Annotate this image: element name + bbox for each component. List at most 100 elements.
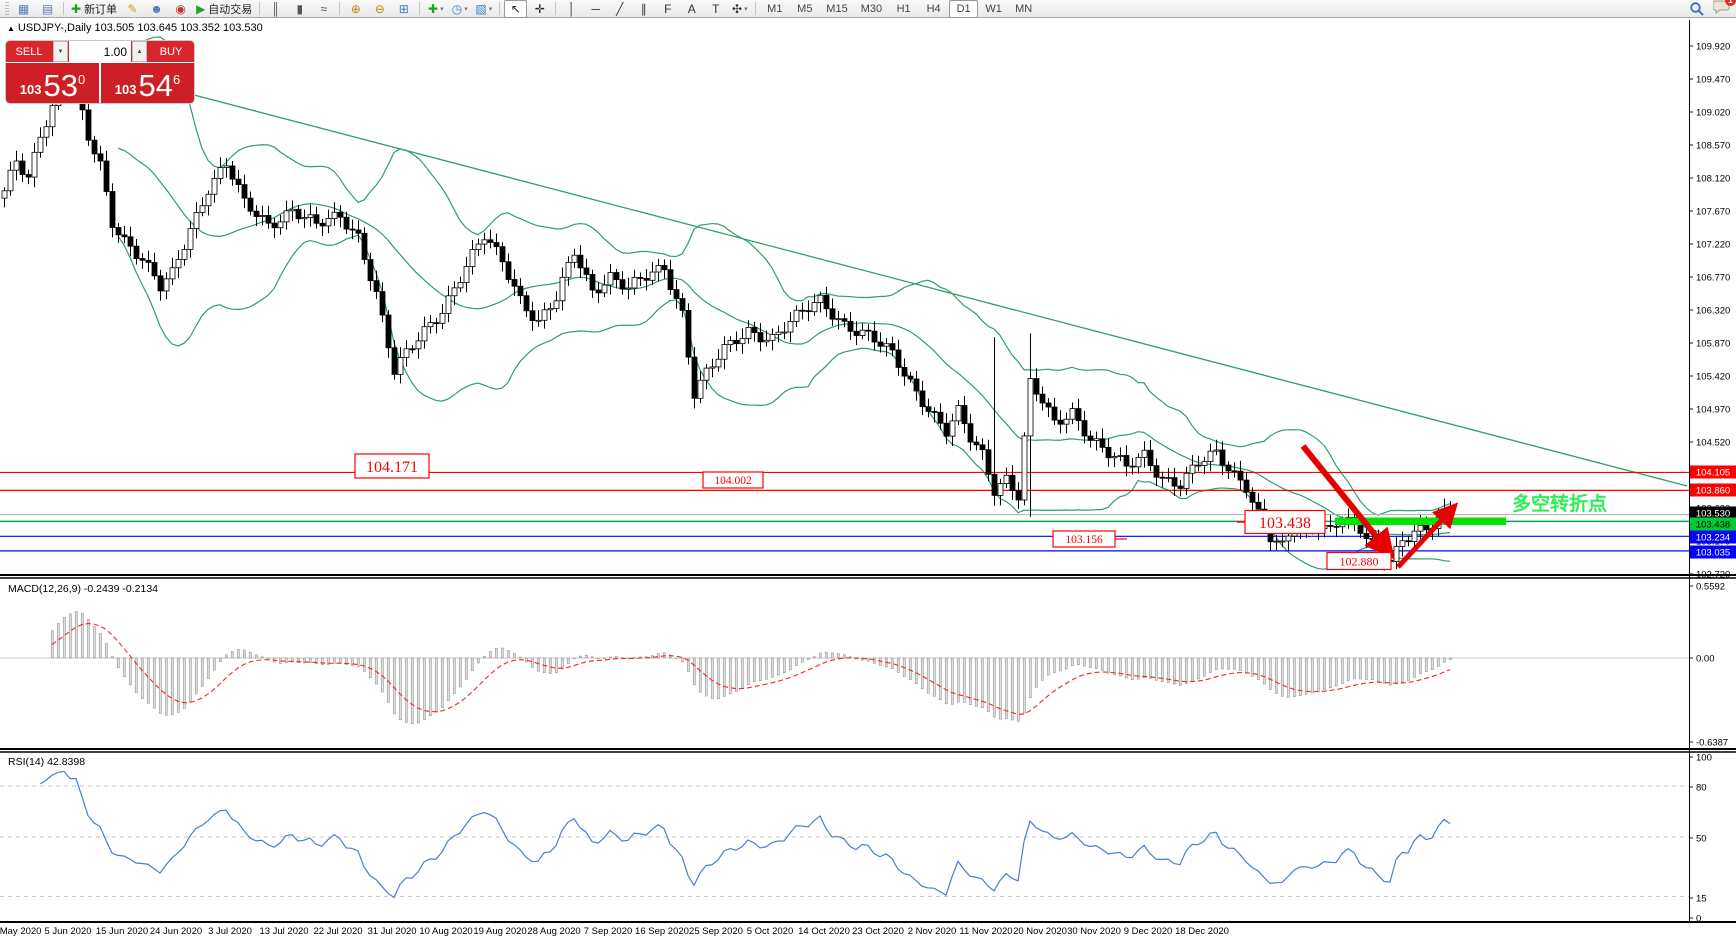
- macd-pane: [0, 611, 1689, 725]
- timeframe-m5-button[interactable]: M5: [797, 2, 813, 15]
- svg-text:103.438: 103.438: [1696, 520, 1730, 531]
- price-label-103.156[interactable]: 103.156: [1052, 530, 1116, 548]
- date-label: 5 Jun 2020: [44, 926, 91, 937]
- svg-text:103.530: 103.530: [1696, 509, 1730, 520]
- svg-text:104.970: 104.970: [1696, 405, 1730, 416]
- zoom-in-icon[interactable]: ⊕: [350, 1, 361, 16]
- up-trend-arrow[interactable]: [1396, 502, 1459, 569]
- svg-text:105.870: 105.870: [1696, 339, 1730, 350]
- new-chart-icon[interactable]: ▦: [17, 1, 30, 16]
- profiles-icon[interactable]: ▤: [41, 1, 54, 16]
- chevron-down-icon[interactable]: ▾: [440, 5, 444, 13]
- arrows-icon[interactable]: ✣ ▾: [732, 1, 748, 16]
- bollinger-upper-band: [117, 36, 1451, 516]
- price-label-104.171[interactable]: 104.171: [354, 453, 430, 479]
- timeframe-mn-button[interactable]: MN: [1015, 2, 1033, 15]
- buy-quote-panel[interactable]: 103 54 6: [101, 63, 194, 103]
- timeframe-d1-button[interactable]: D1: [949, 0, 979, 18]
- svg-text:108.570: 108.570: [1696, 141, 1730, 152]
- bar-chart-icon[interactable]: ║: [271, 1, 281, 16]
- volume-input[interactable]: 1.00: [69, 41, 131, 62]
- line-chart-icon[interactable]: ≈: [320, 1, 328, 16]
- chevron-down-icon[interactable]: ▾: [488, 5, 493, 13]
- notifications-chat-icon[interactable]: 1: [1712, 0, 1736, 19]
- sell-button[interactable]: SELL: [6, 41, 52, 62]
- text-icon[interactable]: A: [687, 1, 696, 16]
- svg-text:102.880: 102.880: [1340, 554, 1379, 568]
- svg-text:104.002: 104.002: [714, 475, 752, 487]
- label-icon[interactable]: T: [712, 1, 720, 16]
- svg-text:109.020: 109.020: [1696, 108, 1730, 119]
- toolbar-separator: [555, 2, 557, 15]
- zoom-out-icon[interactable]: ⊖: [374, 1, 385, 16]
- descending-trendline[interactable]: [174, 89, 1688, 487]
- timeframe-m15-button[interactable]: M15: [826, 2, 848, 15]
- green-zone-bar[interactable]: [1335, 517, 1506, 526]
- trendline-icon[interactable]: ╱: [616, 1, 624, 16]
- periods-icon[interactable]: ◷ ▾: [451, 1, 468, 16]
- date-label: 3 Jul 2020: [208, 926, 252, 937]
- chart-collapse-arrow-icon[interactable]: ▲: [7, 24, 15, 33]
- rsi-line: [39, 770, 1451, 899]
- date-label: 16 Sep 2020: [635, 926, 689, 937]
- price-label-102.880[interactable]: 102.880: [1326, 551, 1392, 571]
- channel-icon[interactable]: ∥: [640, 1, 647, 16]
- timeframe-m30-button[interactable]: M30: [860, 2, 883, 15]
- new-order-icon[interactable]: ✚ 新订单: [71, 1, 118, 16]
- chevron-down-icon[interactable]: ▾: [744, 5, 748, 13]
- down-trend-arrow[interactable]: [1300, 444, 1395, 560]
- svg-text:106.320: 106.320: [1696, 306, 1730, 317]
- main-price-pane: 104.171 104.002 103.438 103.156 102.880 多空转折点: [0, 36, 1689, 571]
- indicators-icon[interactable]: ✚ ▾: [428, 1, 444, 16]
- fibonacci-icon[interactable]: F: [664, 1, 672, 16]
- svg-text:108.120: 108.120: [1696, 174, 1730, 185]
- svg-text:104.171: 104.171: [366, 459, 418, 476]
- date-label: 24 Jun 2020: [150, 926, 202, 937]
- price-label-104.002[interactable]: 104.002: [702, 471, 764, 489]
- templates-icon[interactable]: ▧ ▾: [475, 1, 493, 16]
- timeframe-w1-button[interactable]: W1: [985, 2, 1002, 15]
- toolbar-separator: [339, 2, 341, 15]
- hline-icon[interactable]: ─: [591, 1, 601, 16]
- one-click-trading-panel: SELL ▼ 1.00 ▲ BUY 103 53 0 103 54 6: [6, 41, 194, 103]
- toolbar-separator: [259, 2, 261, 15]
- price-axis[interactable]: 109.920 109.470 109.020 108.570 108.120 107.6…: [1689, 42, 1730, 581]
- timeframe-h4-button[interactable]: H4: [926, 2, 941, 15]
- timeframe-m1-button[interactable]: M1: [767, 2, 783, 15]
- bollinger-middle-band: [117, 147, 1451, 536]
- candlesticks: [1, 53, 1454, 571]
- date-label: 23 Oct 2020: [852, 926, 904, 937]
- date-label: 31 Jul 2020: [367, 926, 416, 937]
- svg-text:103.035: 103.035: [1696, 548, 1730, 559]
- date-label: 15 Jun 2020: [96, 926, 148, 937]
- date-label: 22 Jul 2020: [313, 926, 362, 937]
- crosshair-icon[interactable]: ✛: [534, 1, 545, 16]
- price-label-103.438[interactable]: 103.438: [1244, 509, 1326, 535]
- cursor-icon[interactable]: ↖: [504, 0, 528, 18]
- price-tag-103.530: 103.530: [1690, 506, 1736, 520]
- metaeditor-icon[interactable]: ✎: [127, 1, 138, 16]
- candlestick-chart-icon[interactable]: ▮: [296, 1, 304, 16]
- rsi-pane: [0, 770, 1689, 899]
- timeframe-h1-button[interactable]: H1: [896, 2, 911, 15]
- chevron-down-icon[interactable]: ▾: [464, 5, 468, 13]
- buy-button[interactable]: BUY: [148, 41, 194, 62]
- new-order-icon-label: 新订单: [84, 3, 118, 16]
- macd-tick: 0.5592: [1696, 582, 1725, 593]
- sell-quote-panel[interactable]: 103 53 0: [6, 63, 99, 103]
- signals-icon[interactable]: ◉: [175, 1, 186, 16]
- search-icon[interactable]: [1689, 1, 1705, 17]
- autotrading-icon[interactable]: ▶ 自动交易: [196, 1, 253, 16]
- vline-icon[interactable]: │: [568, 1, 576, 16]
- autotrading-icon-label: 自动交易: [208, 3, 253, 16]
- tile-windows-icon[interactable]: ⊞: [398, 1, 409, 16]
- turning-point-annotation[interactable]: 多空转折点: [1512, 492, 1607, 515]
- volume-decrease-button[interactable]: ▼: [53, 41, 68, 62]
- date-label: 25 Sep 2020: [689, 926, 743, 937]
- date-label: 27 May 2020: [0, 926, 41, 937]
- date-label: 20 Nov 2020: [1013, 926, 1067, 937]
- market-icon[interactable]: ☻: [150, 1, 163, 16]
- volume-increase-button[interactable]: ▲: [132, 41, 147, 62]
